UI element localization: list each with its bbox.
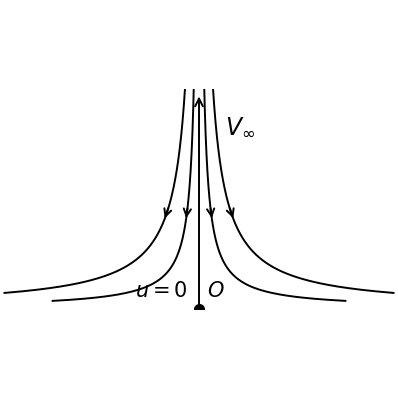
Text: $V_{\infty}$: $V_{\infty}$	[225, 115, 256, 139]
Text: $u = 0$: $u = 0$	[135, 281, 188, 301]
Text: $O$: $O$	[207, 281, 224, 301]
